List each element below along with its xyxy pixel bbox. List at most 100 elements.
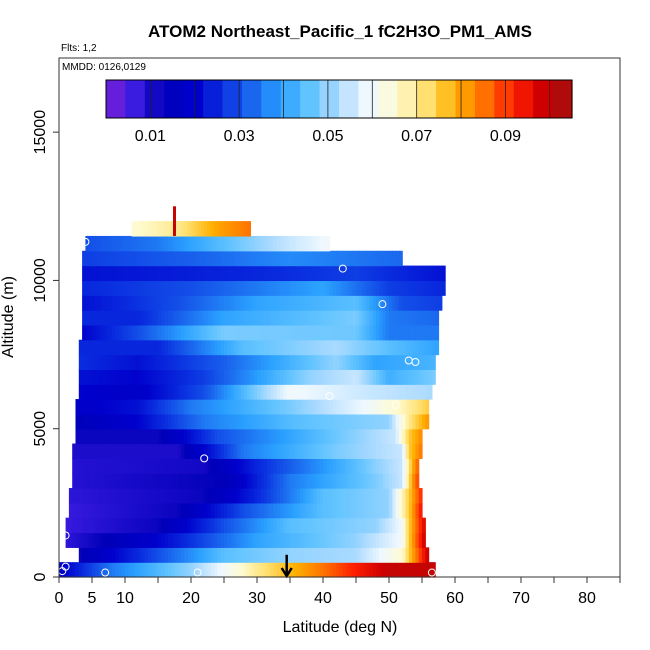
heatmap-cell [266, 250, 271, 267]
heatmap-cell [306, 443, 311, 459]
heatmap-cell [154, 295, 159, 311]
colorbar-swatch [552, 80, 573, 118]
heatmap-cell [365, 295, 370, 311]
heatmap-cell [134, 428, 139, 445]
heatmap-cell [82, 324, 86, 341]
heatmap-cell [306, 473, 311, 489]
heatmap-cell [402, 384, 407, 400]
heatmap-cell [356, 369, 360, 385]
heatmap-cell [352, 458, 357, 474]
heatmap-cell [415, 280, 420, 296]
heatmap-cell [415, 517, 420, 534]
heatmap-cell [306, 562, 311, 578]
heatmap-cell [227, 502, 232, 519]
heatmap-cell [141, 488, 146, 504]
y-tick-label: 10000 [32, 258, 49, 303]
heatmap-cell [144, 354, 149, 370]
flight-marker [325, 392, 334, 401]
heatmap-cell [431, 310, 436, 326]
heatmap-cell [134, 265, 139, 282]
heatmap-cell [230, 547, 235, 563]
heatmap-cell [362, 339, 367, 356]
heatmap-cell [224, 532, 228, 548]
heatmap-cell [332, 562, 337, 578]
heatmap-cell [425, 369, 430, 385]
heatmap-cell [184, 517, 189, 534]
heatmap-cell [408, 399, 413, 415]
heatmap-cell [412, 324, 416, 341]
heatmap-cell [194, 265, 199, 282]
heatmap-cell [230, 310, 235, 326]
heatmap-cell [217, 517, 222, 534]
heatmap-cell [220, 458, 225, 474]
heatmap-cell [398, 502, 403, 519]
heatmap-cell [115, 384, 119, 400]
heatmap-cell [309, 443, 314, 459]
heatmap-cell [220, 235, 225, 252]
heatmap-cell [98, 547, 103, 563]
heatmap-cell [88, 562, 93, 578]
heatmap-cell [283, 324, 288, 341]
heatmap-cell [65, 517, 70, 534]
heatmap-cell [200, 280, 205, 296]
heatmap-cell [224, 502, 228, 519]
heatmap-cell [214, 324, 218, 341]
heatmap-cell [154, 339, 159, 356]
heatmap-cell [332, 339, 337, 356]
heatmap-cell [187, 458, 192, 474]
heatmap-cell [128, 488, 133, 504]
heatmap-cell [385, 502, 390, 519]
heatmap-cell [257, 280, 261, 296]
heatmap-cell [316, 354, 321, 370]
heatmap-cell [326, 384, 331, 400]
heatmap-cell [425, 547, 430, 563]
heatmap-cell [336, 339, 341, 356]
heatmap-cell [243, 354, 248, 370]
heatmap-cell [257, 413, 261, 430]
heatmap-cell [121, 235, 126, 252]
heatmap-cell [233, 488, 238, 504]
heatmap-cell [375, 265, 380, 282]
heatmap-cell [365, 354, 370, 370]
heatmap-cell [174, 428, 179, 445]
heatmap-cell [128, 413, 133, 430]
heatmap-band [72, 473, 420, 489]
heatmap-cell [257, 310, 261, 326]
heatmap-cell [210, 339, 215, 356]
heatmap-cell [313, 339, 317, 356]
heatmap-cell [306, 517, 311, 534]
heatmap-cell [309, 235, 314, 252]
heatmap-cell [290, 235, 294, 252]
heatmap-cell [200, 488, 205, 504]
heatmap-cell [98, 250, 103, 267]
heatmap-cell [313, 458, 317, 474]
heatmap-cell [194, 413, 199, 430]
heatmap-cell [375, 324, 380, 341]
heatmap-cell [385, 473, 390, 489]
heatmap-cell [171, 488, 176, 504]
heatmap-cell [134, 295, 139, 311]
heatmap-cell [121, 488, 126, 504]
heatmap-cell [405, 354, 410, 370]
heatmap-cell [412, 502, 416, 519]
heatmap-cell [105, 354, 110, 370]
heatmap-cell [191, 280, 195, 296]
heatmap-cell [408, 488, 413, 504]
heatmap-cell [78, 428, 83, 445]
heatmap-cell [405, 458, 410, 474]
heatmap-cell [395, 517, 400, 534]
heatmap-cell [286, 339, 291, 356]
heatmap-cell [88, 517, 93, 534]
heatmap-cell [158, 488, 162, 504]
heatmap-cell [177, 310, 182, 326]
heatmap-cell [329, 339, 334, 356]
heatmap-cell [270, 354, 275, 370]
heatmap-cell [283, 413, 288, 430]
heatmap-cell [82, 280, 86, 296]
heatmap-cell [257, 473, 261, 489]
heatmap-cell [257, 250, 261, 267]
heatmap-cell [372, 310, 377, 326]
heatmap-cell [359, 280, 364, 296]
heatmap-cell [108, 413, 113, 430]
heatmap-cell [253, 428, 258, 445]
